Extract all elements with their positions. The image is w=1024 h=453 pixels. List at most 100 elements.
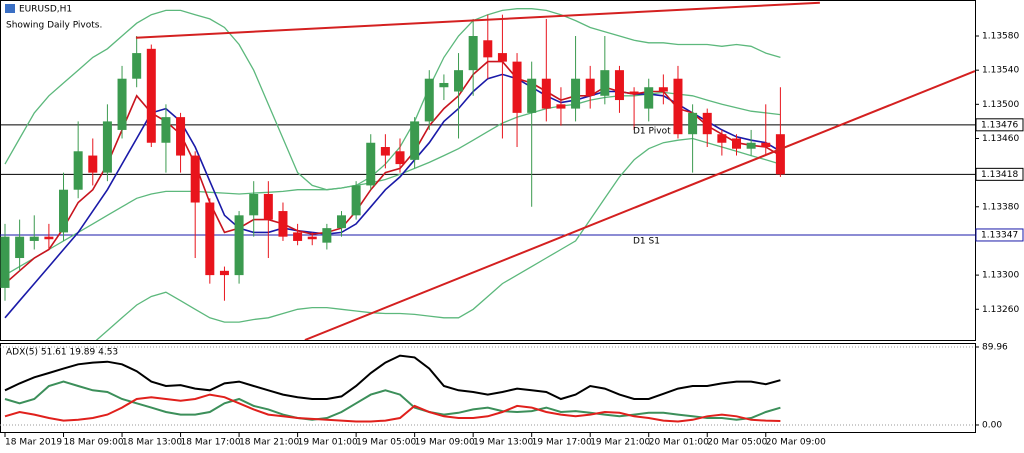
candle-body	[161, 117, 171, 143]
y-tick-label: 0.00	[982, 420, 1002, 430]
symbol-icon	[5, 4, 15, 13]
candle-body	[15, 236, 25, 259]
price-box	[975, 118, 1024, 132]
candle-body	[293, 232, 303, 241]
y-tick-label: 1.13380	[982, 202, 1019, 212]
main-plot	[0, 1, 975, 340]
candle-body	[688, 112, 698, 135]
candle-body	[336, 215, 346, 229]
indicator-line	[95, 137, 781, 340]
candle-body	[658, 87, 668, 92]
candle-body	[249, 193, 259, 216]
x-tick-label: 18 Mar 17:00	[181, 438, 241, 448]
candle-body	[59, 189, 69, 233]
trendline	[135, 1, 820, 39]
candle-body	[0, 236, 10, 288]
candle-body	[541, 78, 551, 109]
candle-body	[88, 155, 98, 173]
y-tick-label: 89.96	[982, 342, 1008, 352]
candle-body	[746, 142, 756, 149]
adx-line	[4, 380, 781, 421]
x-tick-label: 19 Mar 09:00	[415, 438, 475, 448]
y-tick-label: 1.13300	[982, 271, 1019, 281]
candle-body	[366, 142, 376, 186]
candle-body	[439, 82, 449, 88]
price-box	[975, 228, 1024, 242]
candle-body	[673, 78, 683, 135]
candle-body	[732, 138, 741, 149]
candle-body	[307, 236, 317, 240]
candle-body	[468, 36, 478, 71]
candle-body	[556, 104, 566, 109]
candle-body	[527, 78, 537, 113]
price-box-label: 1.13418	[981, 170, 1018, 180]
candle-body	[102, 121, 112, 173]
candle-body	[219, 270, 229, 276]
indicator-line	[4, 8, 781, 191]
candle-body	[614, 70, 624, 101]
candle-body	[190, 155, 200, 203]
price-box-label: 1.13476	[981, 120, 1018, 130]
candle-body	[483, 40, 493, 58]
candle-body	[717, 134, 727, 143]
candle-body	[351, 185, 361, 216]
adx-line	[4, 354, 781, 401]
y-tick-label: 1.13260	[982, 305, 1019, 315]
x-tick-label: 20 Mar 05:00	[707, 438, 767, 448]
candle-body	[775, 134, 785, 175]
pivot-label: D1 Pivot	[633, 126, 671, 136]
x-tick-label: 20 Mar 09:00	[766, 438, 826, 448]
candle-body	[600, 70, 610, 96]
candle-body	[454, 70, 464, 92]
x-tick-label: 19 Mar 17:00	[532, 438, 592, 448]
y-tick-label: 1.13580	[982, 32, 1019, 42]
pivot-label: D1 S1	[633, 236, 660, 246]
candle-body	[644, 87, 654, 109]
candle-body	[585, 78, 595, 96]
trendline	[304, 70, 975, 340]
x-tick-label: 18 Mar 09:00	[64, 438, 124, 448]
candle-body	[278, 211, 288, 237]
candle-body	[263, 193, 273, 220]
x-tick-label: 18 Mar 13:00	[122, 438, 182, 448]
candle-body	[497, 53, 507, 62]
candle-body	[205, 202, 215, 276]
price-box	[975, 167, 1024, 181]
candle-body	[761, 142, 771, 148]
adx-plot	[0, 346, 975, 426]
candle-body	[512, 61, 522, 113]
x-tick-label: 18 Mar 2019	[5, 438, 62, 448]
candle-body	[29, 236, 39, 241]
adx-title: ADX(5) 51.61 19.89 4.53	[6, 348, 118, 358]
x-tick-label: 19 Mar 13:00	[473, 438, 533, 448]
candle-body	[395, 151, 405, 165]
chart-title: EURUSD,H1	[19, 5, 72, 15]
y-tick-label: 1.13540	[982, 66, 1019, 76]
y-tick-label: 1.13500	[982, 100, 1019, 110]
candle-body	[424, 78, 434, 122]
adx-frame	[0, 343, 976, 433]
x-tick-label: 20 Mar 01:00	[649, 438, 709, 448]
candle-body	[322, 228, 332, 243]
adx-line	[4, 393, 781, 423]
x-tick-label: 19 Mar 05:00	[356, 438, 416, 448]
y-tick-label: 1.13460	[982, 134, 1019, 144]
candle-body	[629, 91, 639, 95]
x-tick-label: 18 Mar 21:00	[239, 438, 299, 448]
price-box-label: 1.13347	[981, 230, 1018, 240]
candle-body	[176, 117, 186, 156]
candle-body	[117, 78, 127, 130]
x-tick-label: 19 Mar 01:00	[298, 438, 358, 448]
chart-subtitle: Showing Daily Pivots.	[6, 21, 102, 31]
candle-body	[73, 151, 83, 190]
candle-body	[146, 48, 156, 143]
candle-body	[132, 53, 142, 79]
candle-body	[44, 236, 54, 240]
candle-body	[380, 147, 390, 156]
candle-body	[571, 78, 581, 109]
candle-body	[234, 215, 244, 276]
x-tick-label: 19 Mar 21:00	[590, 438, 650, 448]
candle-body	[702, 112, 712, 135]
overlay: EURUSD,H1 Showing Daily Pivots. ADX(5) 5…	[4, 4, 1024, 448]
